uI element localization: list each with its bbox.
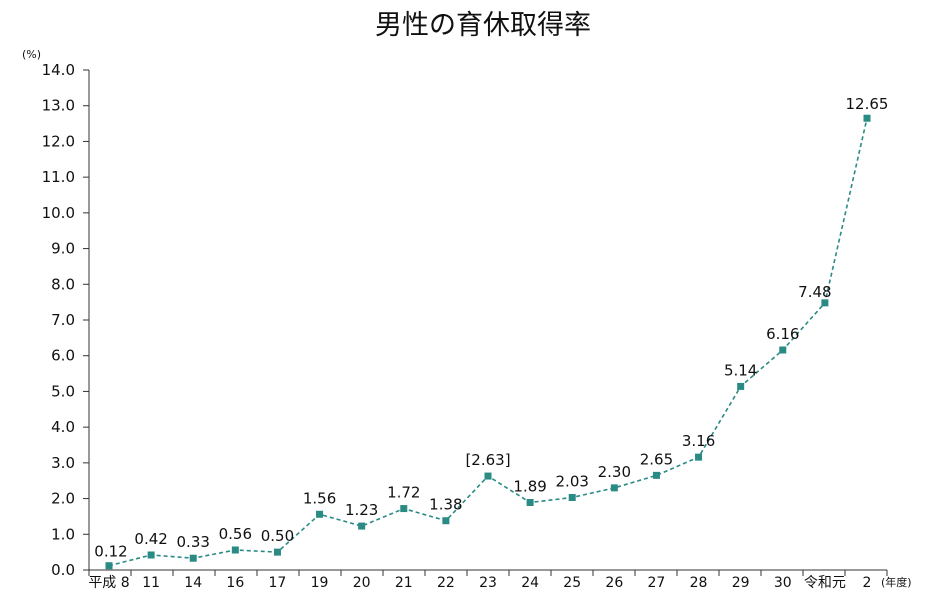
y-tick-label: 11.0 bbox=[42, 168, 75, 186]
data-label: 0.50 bbox=[261, 527, 294, 545]
data-label: 2.03 bbox=[556, 473, 589, 491]
data-point bbox=[779, 346, 787, 354]
data-point bbox=[358, 522, 366, 530]
data-label: 1.89 bbox=[513, 478, 546, 496]
series-markers bbox=[105, 114, 871, 570]
x-tick-label: 30 bbox=[774, 575, 792, 591]
data-label: 6.16 bbox=[766, 325, 799, 343]
data-label: 1.72 bbox=[387, 484, 420, 502]
y-tick-label: 4.0 bbox=[51, 418, 75, 436]
data-label: 0.42 bbox=[134, 530, 167, 548]
data-label: 1.38 bbox=[429, 496, 462, 514]
data-point bbox=[737, 382, 745, 390]
data-point bbox=[652, 471, 660, 479]
y-tick-label: 5.0 bbox=[51, 382, 75, 400]
data-point bbox=[863, 114, 871, 122]
data-label: 5.14 bbox=[724, 361, 757, 379]
data-point bbox=[484, 472, 492, 480]
x-tick-label: 22 bbox=[437, 575, 455, 591]
x-tick-label: 2 bbox=[863, 575, 872, 591]
data-point bbox=[526, 499, 534, 506]
data-label: 1.23 bbox=[345, 501, 378, 519]
data-label: 1.56 bbox=[303, 489, 336, 507]
y-axis-ticks: 0.0 1.0 2.0 3.0 4.0 5.0 6.0 7.0 8.0 9.0 10.0 11.0 12… bbox=[42, 61, 89, 579]
x-tick-label: 17 bbox=[269, 575, 287, 591]
x-tick-label: 16 bbox=[226, 575, 244, 591]
data-label: 0.12 bbox=[94, 543, 127, 561]
data-point bbox=[273, 548, 281, 556]
x-tick-label: 27 bbox=[648, 575, 666, 591]
x-tick-label: 25 bbox=[563, 575, 581, 591]
y-tick-label: 8.0 bbox=[51, 275, 75, 293]
series-line bbox=[108, 118, 868, 567]
x-tick-label: 令和元 bbox=[804, 575, 846, 591]
data-label: 3.16 bbox=[682, 432, 715, 450]
x-tick-label: 20 bbox=[353, 575, 371, 591]
x-tick-label: 平成 8 bbox=[88, 575, 129, 591]
y-tick-label: 13.0 bbox=[42, 97, 75, 115]
data-label: 0.33 bbox=[177, 533, 210, 551]
data-label: 0.56 bbox=[219, 525, 252, 543]
data-point bbox=[821, 299, 829, 307]
y-tick-label: 14.0 bbox=[42, 61, 75, 79]
y-tick-label: 1.0 bbox=[51, 525, 75, 543]
data-point bbox=[147, 551, 155, 559]
data-point bbox=[568, 494, 576, 501]
data-point bbox=[189, 554, 197, 562]
y-tick-label: 7.0 bbox=[51, 311, 75, 329]
data-label: 2.30 bbox=[598, 463, 631, 481]
x-tick-label: 14 bbox=[184, 575, 202, 591]
data-point bbox=[231, 546, 239, 554]
data-label: 7.48 bbox=[798, 283, 831, 301]
y-tick-label: 2.0 bbox=[51, 490, 75, 508]
data-point bbox=[316, 510, 324, 518]
x-tick-label: 26 bbox=[605, 575, 623, 591]
data-label: 12.65 bbox=[846, 95, 889, 113]
x-tick-label: 29 bbox=[732, 575, 750, 591]
y-tick-label: 6.0 bbox=[51, 347, 75, 365]
chart-title: 男性の育休取得率 bbox=[375, 10, 591, 41]
x-tick-label: 28 bbox=[690, 575, 708, 591]
data-labels: 0.12 0.42 0.33 0.56 0.50 1.56 1.23 1.72 1.38 [2.6… bbox=[94, 95, 888, 561]
data-point bbox=[695, 453, 703, 461]
data-point bbox=[610, 484, 618, 492]
data-point bbox=[105, 562, 113, 570]
y-axis-unit: (%) bbox=[22, 48, 41, 61]
data-point bbox=[400, 505, 408, 513]
x-tick-label: 19 bbox=[311, 575, 329, 591]
y-tick-label: 0.0 bbox=[51, 561, 75, 579]
y-tick-label: 12.0 bbox=[42, 132, 75, 150]
y-tick-label: 3.0 bbox=[51, 454, 75, 472]
x-tick-label: 11 bbox=[142, 575, 160, 591]
x-axis-ticks: 平成 8 11 14 16 17 19 20 21 22 23 24 25 26 27 28 29 30 令和元 2 bbox=[88, 570, 888, 591]
x-tick-label: 23 bbox=[479, 575, 497, 591]
data-label: 2.65 bbox=[640, 450, 673, 468]
x-axis-unit: (年度) bbox=[881, 575, 912, 589]
data-point bbox=[442, 517, 450, 525]
data-label: [2.63] bbox=[465, 451, 510, 469]
x-tick-label: 24 bbox=[521, 575, 539, 591]
y-tick-label: 10.0 bbox=[42, 204, 75, 222]
x-tick-label: 21 bbox=[395, 575, 413, 591]
y-tick-label: 9.0 bbox=[51, 240, 75, 258]
